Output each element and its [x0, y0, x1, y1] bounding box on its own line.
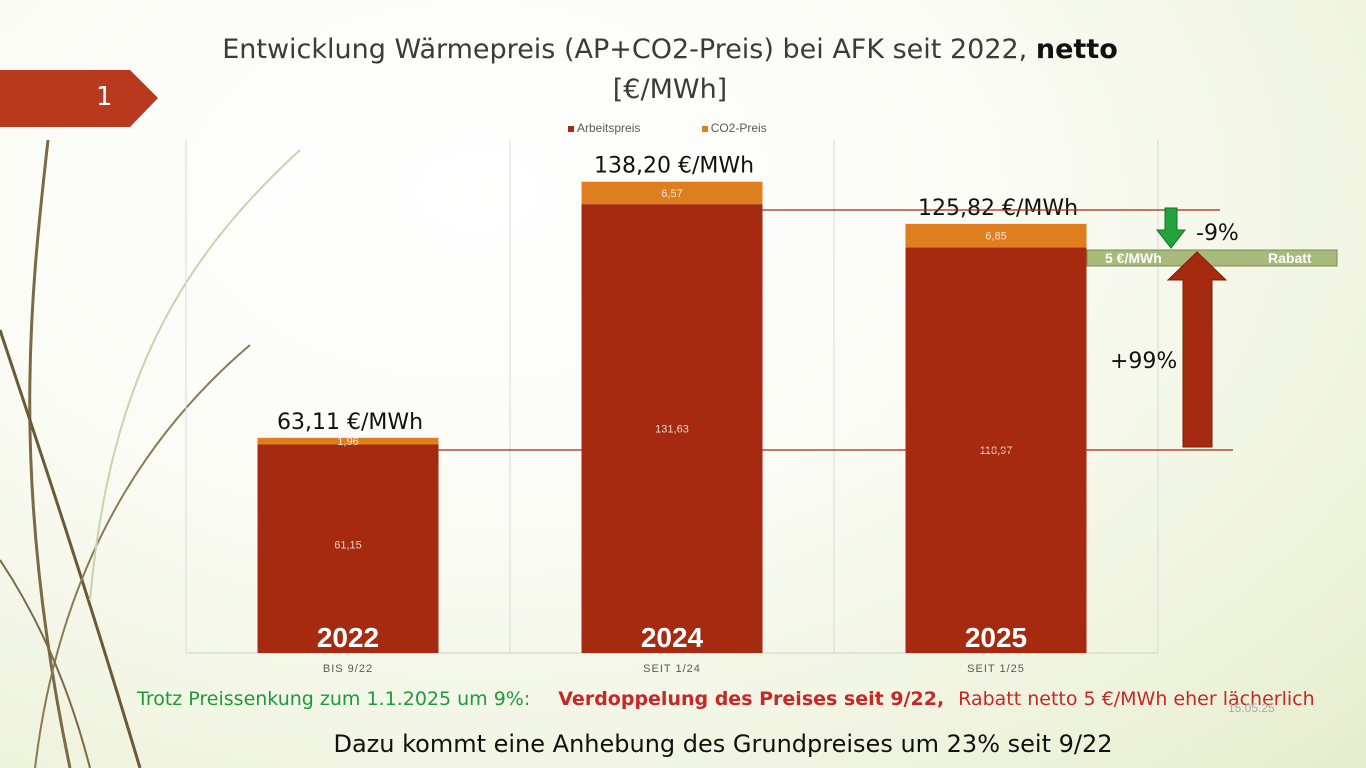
bar-co2-0 — [257, 437, 439, 445]
total-label: 138,20 €/MWh — [594, 154, 754, 179]
slide-number-tag: 1 — [0, 70, 158, 127]
bar-arbeitspreis-1 — [581, 204, 763, 653]
bar-arbeitspreis-0 — [257, 444, 439, 653]
footer-bold-red-text: Verdoppelung des Preises seit 9/22, — [558, 688, 945, 710]
change-down-label: -9% — [1196, 221, 1239, 246]
data-label-arbeitspreis: 61,15 — [334, 540, 362, 552]
legend-swatch-arbeitspreis — [568, 125, 574, 132]
arrow-down-icon — [1155, 207, 1187, 249]
bar-year-label: 2022 — [317, 622, 379, 653]
bar-co2-1 — [581, 181, 763, 205]
total-label: 125,82 €/MWh — [918, 196, 1078, 221]
data-label-co2: 6,85 — [985, 231, 1006, 243]
discount-amount-label: 5 €/MWh — [1105, 250, 1162, 266]
discount-word-label: Rabatt — [1268, 250, 1312, 266]
bar-year-label: 2025 — [965, 622, 1027, 653]
bar-year-label: 2024 — [641, 622, 704, 653]
x-tick-label: BIS 9/22 — [323, 663, 373, 675]
data-label-arbeitspreis: 131,63 — [655, 424, 689, 436]
legend-label-co2: CO2-Preis — [710, 121, 767, 135]
chart-legend: Arbeitspreis CO2-Preis — [568, 121, 825, 135]
title-main: Entwicklung Wärmepreis (AP+CO2-Preis) be… — [222, 34, 1028, 65]
slide-number: 1 — [96, 82, 113, 112]
footer-summary: Trotz Preissenkung zum 1.1.2025 um 9%: Ve… — [137, 688, 1337, 710]
x-tick-label: SEIT 1/25 — [967, 663, 1025, 675]
title-bold: netto — [1035, 34, 1118, 65]
title-unit: [€/MWh] — [612, 74, 728, 105]
data-label-arbeitspreis: 118,97 — [980, 445, 1013, 457]
total-label: 63,11 €/MWh — [277, 410, 423, 435]
bar-co2-2 — [905, 223, 1087, 248]
chart-annotations: 5 €/MWh Rabatt -9% +99% — [437, 207, 1338, 451]
legend-swatch-co2 — [701, 125, 708, 132]
footer-bottom-text: Dazu kommt eine Anhebung des Grundpreise… — [333, 730, 1113, 758]
legend-item-arbeitspreis: Arbeitspreis — [568, 121, 640, 135]
x-tick-label: SEIT 1/24 — [643, 663, 701, 675]
chart-title: Entwicklung Wärmepreis (AP+CO2-Preis) be… — [170, 30, 1170, 110]
slide-date: 15.05.25 — [1228, 701, 1275, 715]
data-label-co2: 1,96 — [337, 436, 358, 448]
data-label-co2: 6,57 — [661, 188, 682, 200]
footer-red-text: Rabatt netto 5 €/MWh eher lächerlich — [958, 688, 1315, 710]
decorative-grass — [0, 139, 301, 768]
change-up-label: +99% — [1110, 349, 1177, 374]
arrow-up-icon — [1166, 251, 1228, 448]
legend-label-arbeitspreis: Arbeitspreis — [577, 121, 641, 135]
legend-item-co2: CO2-Preis — [701, 121, 767, 135]
footer-green-text: Trotz Preissenkung zum 1.1.2025 um 9%: — [137, 688, 531, 710]
